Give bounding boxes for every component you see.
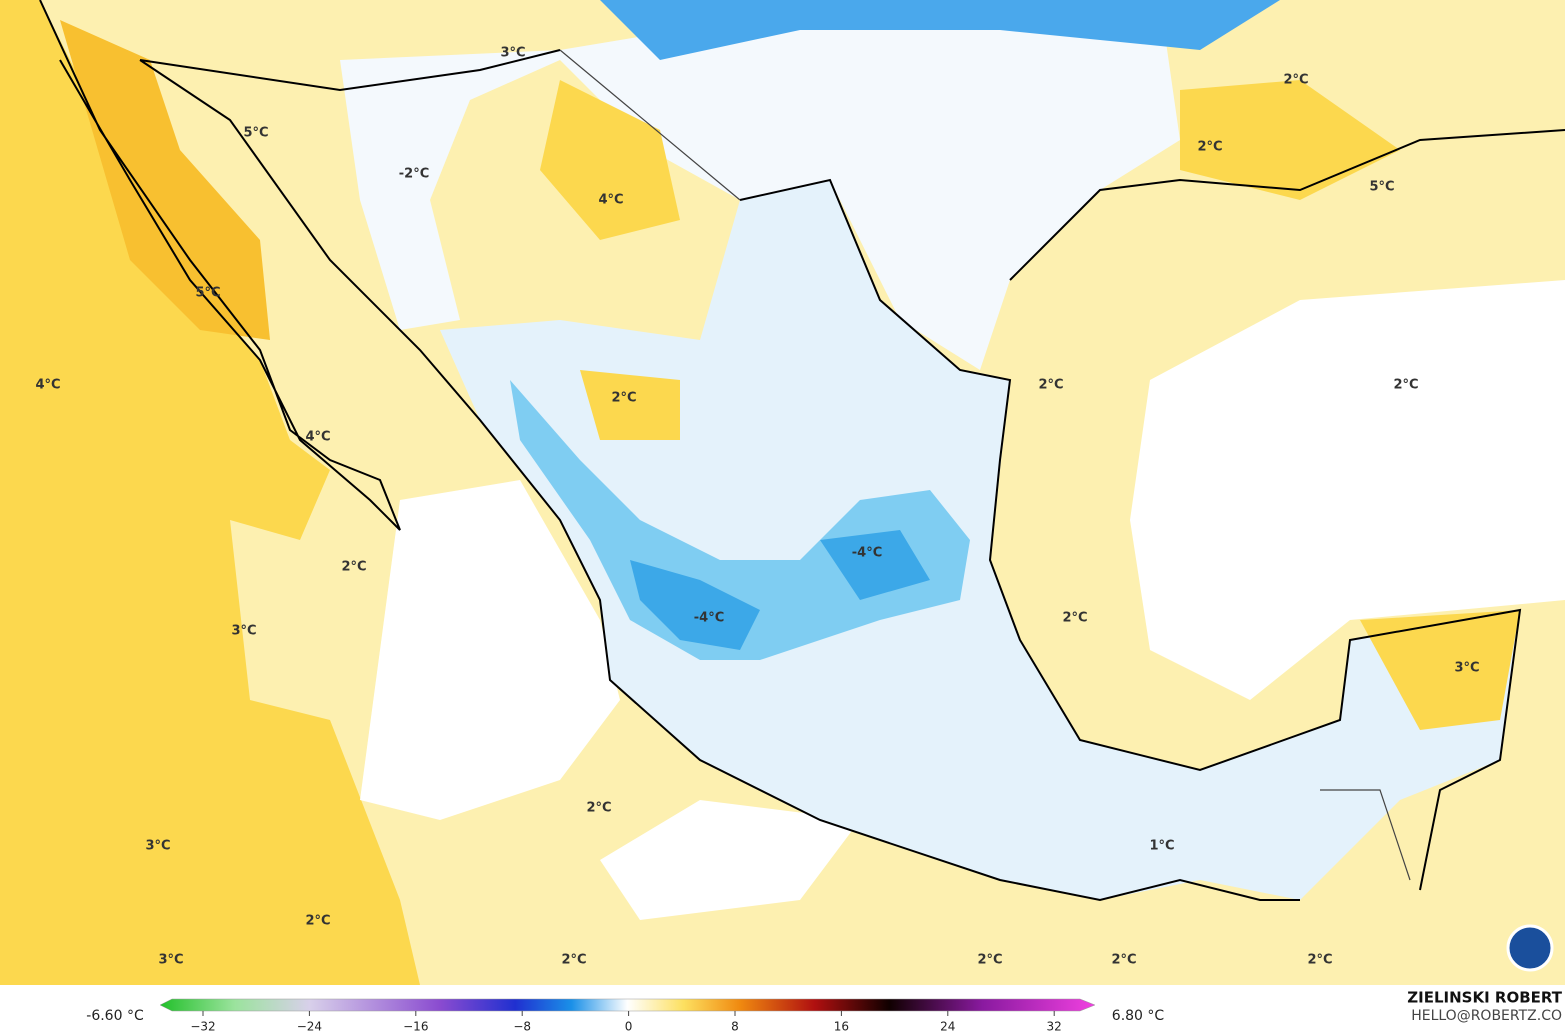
contour-label: 2°C: [1393, 378, 1418, 393]
contour-label: 2°C: [1283, 73, 1308, 88]
contour-label: 2°C: [561, 953, 586, 968]
credit-email: HELLO@ROBERTZ.CO: [1411, 1008, 1562, 1024]
colorbar-tick-label: 8: [731, 1020, 739, 1034]
contour-label: 5°C: [195, 286, 220, 301]
colorbar-tick-label: 32: [1047, 1020, 1062, 1034]
colorbar-tick-label: −32: [190, 1020, 215, 1034]
colorbar-max: 6.80 °C: [1112, 1008, 1165, 1024]
coastline: [39, 0, 1565, 902]
contour-label: 4°C: [35, 378, 60, 393]
contour-label: 3°C: [231, 624, 256, 639]
contour-label: 5°C: [243, 126, 268, 141]
colorbar-tick-label: 24: [940, 1020, 955, 1034]
cool-region: [360, 480, 620, 820]
contour-label: 4°C: [598, 193, 623, 208]
credit-name: ZIELINSKI ROBERT: [1407, 989, 1562, 1007]
colorbar-tick-label: −24: [297, 1020, 322, 1034]
contour-label: 2°C: [1062, 611, 1087, 626]
cold-region: [600, 0, 1280, 60]
contour-label: -4°C: [852, 546, 882, 561]
contour-label: 4°C: [305, 430, 330, 445]
colorbar-tick-label: −8: [513, 1020, 531, 1034]
contour-label: 5°C: [1369, 180, 1394, 195]
land-region: [440, 180, 1520, 900]
contour-label: 2°C: [977, 953, 1002, 968]
cool-region: [600, 800, 860, 920]
contour-label: 2°C: [305, 914, 330, 929]
cold-region: [630, 530, 930, 650]
colorbar-tick-label: −16: [403, 1020, 428, 1034]
contour-label: 2°C: [1197, 140, 1222, 155]
noaa-logo: [1506, 924, 1554, 972]
contour-label: 1°C: [1149, 839, 1174, 854]
colorbar-tick-label: 0: [625, 1020, 633, 1034]
contour-label: 2°C: [341, 560, 366, 575]
contour-label: 3°C: [1454, 661, 1479, 676]
contour-label: 2°C: [1307, 953, 1332, 968]
colorbar-tick-label: 16: [834, 1020, 849, 1034]
colorbar-min: -6.60 °C: [86, 1008, 144, 1024]
contour-label: 3°C: [500, 46, 525, 61]
contour-label: 2°C: [611, 391, 636, 406]
contour-label: 3°C: [145, 839, 170, 854]
warm-region: [0, 0, 420, 985]
contour-label: -4°C: [694, 611, 724, 626]
contour-label: -2°C: [399, 167, 429, 182]
cool-region: [1130, 280, 1565, 700]
warm-region: [540, 80, 1520, 730]
warm-region: [60, 20, 270, 340]
cool-region: [340, 0, 1180, 370]
border: [559, 49, 1411, 881]
colorbar: [159, 998, 1096, 1012]
contour-label: 3°C: [158, 953, 183, 968]
contour-label: 2°C: [1111, 953, 1136, 968]
contour-label: 2°C: [586, 801, 611, 816]
contour-label: 2°C: [1038, 378, 1063, 393]
